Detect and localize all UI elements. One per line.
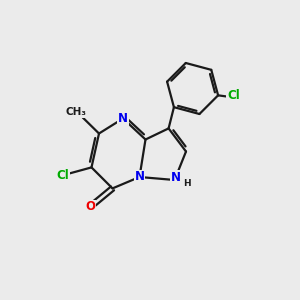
- Text: N: N: [118, 112, 128, 125]
- Text: N: N: [171, 171, 181, 184]
- Text: N: N: [134, 170, 145, 184]
- Text: CH₃: CH₃: [65, 107, 86, 117]
- Text: H: H: [183, 178, 191, 188]
- Text: O: O: [85, 200, 95, 214]
- Text: Cl: Cl: [227, 89, 240, 102]
- Text: Cl: Cl: [57, 169, 69, 182]
